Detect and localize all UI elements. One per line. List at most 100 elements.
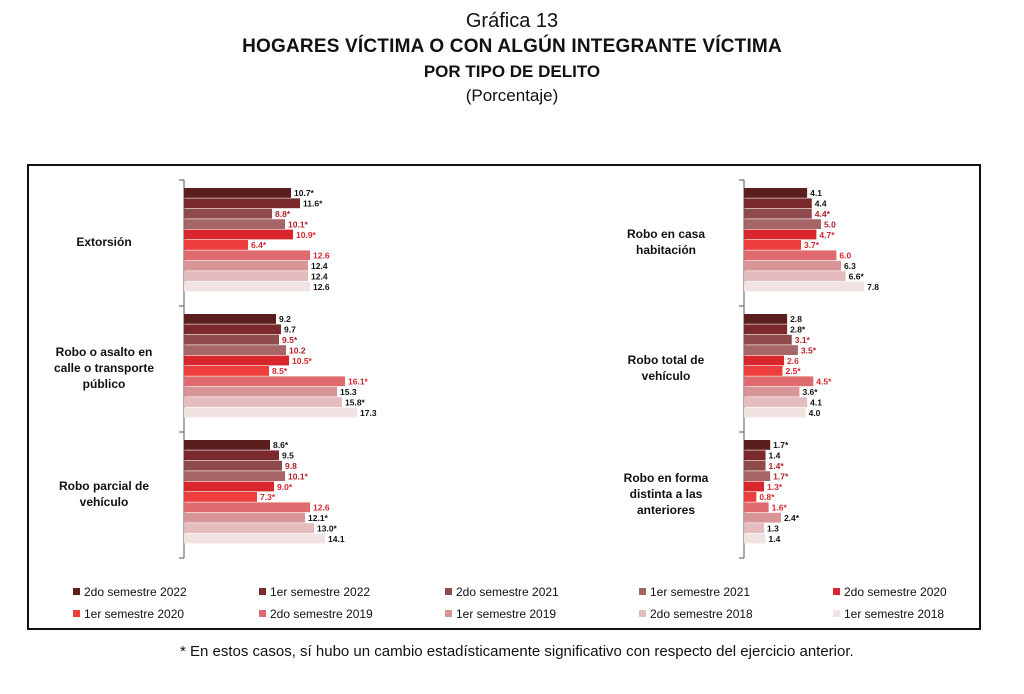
bar	[744, 260, 842, 271]
data-label: 12.6	[313, 503, 330, 513]
data-label: 4.7*	[819, 230, 835, 240]
bar	[184, 450, 279, 461]
bar	[184, 260, 308, 271]
data-label: 4.5*	[816, 377, 832, 387]
bar	[184, 229, 293, 240]
data-label: 6.0	[839, 251, 851, 261]
data-label: 12.6	[313, 282, 330, 292]
category-label: Robo en forma distinta a las anteriores	[624, 471, 709, 517]
bar	[184, 471, 285, 481]
data-label: 8.5*	[272, 366, 288, 376]
data-label: 10.1*	[288, 471, 309, 481]
data-label: 0.8*	[759, 492, 775, 502]
legend-label: 2do semestre 2020	[844, 584, 947, 599]
data-label: 8.6*	[273, 440, 289, 450]
category-label: Robo o asalto en calle o transporte públic…	[54, 345, 154, 391]
data-label: 3.5*	[801, 345, 817, 355]
data-label: 14.1	[328, 534, 345, 544]
data-label: 16.1*	[348, 377, 369, 387]
data-label: 4.1	[810, 188, 822, 198]
title-block: Gráfica 13 HOGARES VÍCTIMA O CON ALGÚN I…	[0, 8, 1024, 108]
data-label: 9.8	[285, 461, 297, 471]
data-label: 15.8*	[345, 397, 366, 407]
data-label: 6.3	[844, 261, 856, 271]
legend-swatch	[833, 610, 840, 618]
bar	[744, 407, 806, 418]
data-label: 12.1*	[308, 513, 329, 523]
legend-label: 1er semestre 2021	[650, 584, 751, 599]
bar	[744, 376, 814, 387]
bar	[744, 188, 808, 198]
bar	[744, 397, 808, 407]
data-label: 10.1*	[288, 219, 309, 229]
bar	[744, 208, 812, 219]
data-label: 6.6*	[849, 271, 865, 281]
legend-swatch	[445, 610, 452, 618]
data-label: 17.3	[360, 408, 377, 418]
legend-item: 1er semestre 2020	[73, 606, 184, 621]
bar	[184, 502, 310, 513]
legend-label: 2do semestre 2019	[270, 606, 373, 621]
legend-label: 1er semestre 2020	[84, 606, 185, 621]
data-label: 5.0	[824, 219, 836, 229]
data-label: 3.1*	[795, 335, 811, 345]
data-label: 7.3*	[260, 492, 276, 502]
data-label: 7.8	[867, 282, 879, 292]
bar-chart: Extorsión10.7*11.6*8.8*10.1*10.9*6.4*12.…	[54, 179, 879, 559]
legend-swatch	[833, 588, 840, 596]
bar	[184, 324, 281, 335]
bar	[184, 492, 257, 502]
data-label: 12.6	[313, 251, 330, 261]
category-label: Robo parcial de vehículo	[59, 479, 149, 509]
bar	[744, 334, 792, 345]
bar	[184, 250, 310, 261]
bar	[744, 386, 800, 397]
legend-item: 1er semestre 2019	[445, 606, 556, 621]
data-label: 2.8	[790, 314, 802, 324]
bar	[744, 471, 771, 481]
data-label: 11.6*	[303, 199, 323, 209]
bar	[184, 376, 345, 387]
legend-item: 2do semestre 2019	[259, 606, 373, 621]
bar	[184, 314, 276, 324]
bar	[744, 481, 765, 492]
legend-swatch	[259, 610, 266, 618]
data-label: 9.5	[282, 451, 294, 461]
bar	[744, 460, 766, 471]
chart-number: Gráfica 13	[465, 10, 559, 32]
data-label: 13.0*	[317, 523, 338, 533]
legend-label: 2do semestre 2022	[84, 584, 187, 599]
legend-item: 2do semestre 2018	[639, 606, 753, 621]
bar	[744, 492, 757, 502]
data-label: 1.7*	[773, 471, 789, 481]
chart-subtitle: POR TIPO DE DELITO	[423, 62, 601, 81]
category-label: Robo en casa habitación	[627, 227, 705, 257]
data-label: 1.4	[769, 451, 781, 461]
bar	[744, 345, 798, 355]
bar	[744, 355, 785, 366]
legend-item: 2do semestre 2021	[445, 584, 559, 599]
bar	[744, 533, 766, 544]
data-label: 3.7*	[804, 240, 820, 250]
data-label: 2.6	[787, 356, 799, 366]
data-label: 4.1	[810, 397, 822, 407]
bar	[744, 271, 846, 281]
legend-swatch	[639, 588, 646, 596]
bar	[744, 450, 766, 461]
bar	[184, 386, 337, 397]
legend-label: 2do semestre 2021	[456, 584, 559, 599]
data-label: 9.2	[279, 314, 291, 324]
bar	[744, 229, 817, 240]
data-label: 10.5*	[292, 356, 313, 366]
data-label: 6.4*	[251, 240, 267, 250]
bar	[184, 397, 342, 407]
bar	[744, 440, 771, 450]
bar	[184, 198, 300, 209]
bar	[184, 345, 286, 355]
data-label: 1.3*	[767, 482, 783, 492]
data-label: 1.4*	[769, 461, 785, 471]
data-label: 2.8*	[790, 325, 806, 335]
data-label: 1.3	[767, 523, 779, 533]
bar	[184, 366, 269, 376]
legend-item: 2do semestre 2022	[73, 584, 187, 599]
